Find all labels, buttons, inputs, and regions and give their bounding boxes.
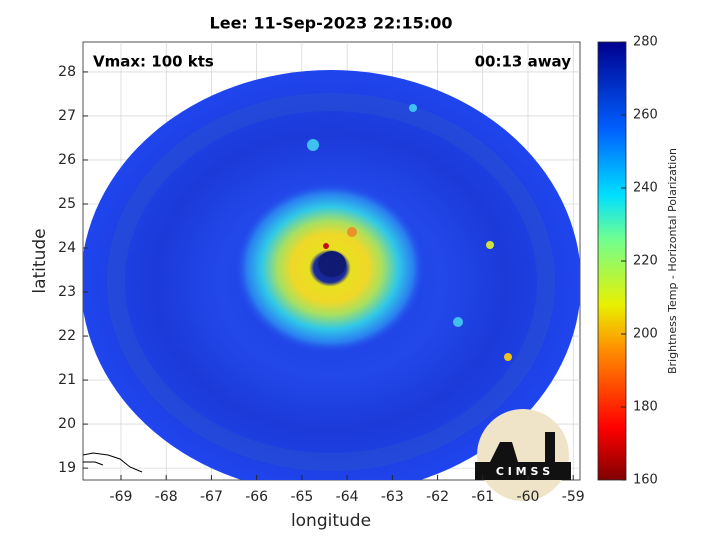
imagery <box>83 70 580 480</box>
x-tick-label: -62 <box>426 489 449 505</box>
y-tick-label: 20 <box>58 416 76 432</box>
annotation: 00:13 away <box>475 53 572 71</box>
coastline <box>83 452 143 473</box>
x-tick-label: -69 <box>110 489 133 505</box>
title: Lee: 11-Sep-2023 22:15:00 <box>210 14 453 33</box>
y-tick-label: 26 <box>58 152 76 168</box>
hot-spot <box>347 227 357 237</box>
x-tick-label: -68 <box>155 489 178 505</box>
x-tick-label: -67 <box>200 489 223 505</box>
y-axis-label: latitude <box>30 228 50 293</box>
hot-spot <box>486 241 494 249</box>
logo: C I M S S <box>475 409 571 501</box>
logo-text: C I M S S <box>496 465 550 478</box>
x-tick-label: -60 <box>517 489 540 505</box>
x-tick-label: -66 <box>245 489 268 505</box>
y-tick-label: 27 <box>58 108 76 124</box>
cell <box>409 104 417 112</box>
hot-spot <box>504 353 512 361</box>
annotation: Vmax: 100 kts <box>93 53 214 71</box>
colorbar-tick-label: 240 <box>633 181 658 196</box>
rain-band <box>107 93 555 471</box>
y-tick-label: 24 <box>58 240 76 256</box>
y-tick-label: 19 <box>58 460 76 476</box>
hot-spot <box>323 243 329 249</box>
x-axis-label: longitude <box>291 511 371 531</box>
colorbar-tick-label: 280 <box>633 35 658 50</box>
y-tick-label: 21 <box>58 372 76 388</box>
logo-bar <box>475 462 571 480</box>
y-tick-label: 22 <box>58 328 76 344</box>
x-tick-label: -59 <box>562 489 585 505</box>
logo-disc <box>477 409 569 501</box>
colorbar-tick-label: 160 <box>633 473 658 488</box>
colorbar-label: Brightness Temp - Horizontal Polarizatio… <box>666 148 679 374</box>
x-tick-label: -65 <box>290 489 313 505</box>
x-tick-label: -64 <box>336 489 359 505</box>
colorbar-tick-label: 220 <box>633 254 658 269</box>
x-tick-label: -63 <box>381 489 404 505</box>
colorbar-tick-label: 200 <box>633 327 658 342</box>
logo-shapes <box>490 432 555 462</box>
colorbar-tick-label: 180 <box>633 400 658 415</box>
y-tick-label: 28 <box>58 64 76 80</box>
eye <box>318 251 346 277</box>
x-tick-label: -61 <box>471 489 494 505</box>
y-tick-label: 23 <box>58 284 76 300</box>
cell <box>307 139 319 151</box>
colorbar-tick-label: 260 <box>633 108 658 123</box>
y-tick-label: 25 <box>58 196 76 212</box>
cell <box>453 317 463 327</box>
